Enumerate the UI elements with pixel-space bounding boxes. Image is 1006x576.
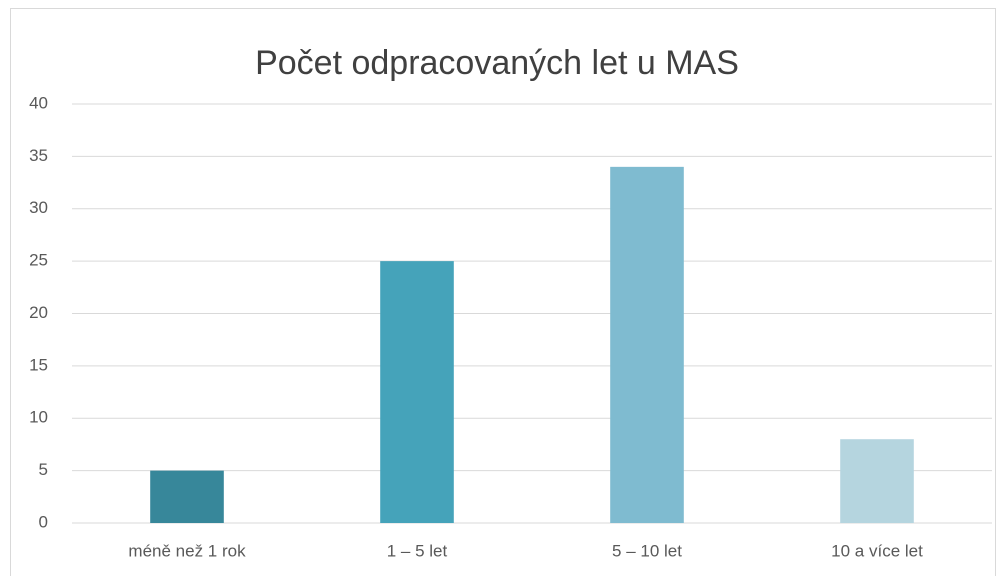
x-tick-label: 5 – 10 let xyxy=(612,541,682,560)
bar xyxy=(610,166,684,523)
y-tick-label: 35 xyxy=(29,146,48,165)
y-tick-label: 10 xyxy=(29,408,48,427)
y-tick-label: 15 xyxy=(29,355,48,374)
y-tick-label: 20 xyxy=(29,303,48,322)
bar xyxy=(380,261,454,523)
y-tick-label: 0 xyxy=(39,512,48,531)
y-tick-label: 5 xyxy=(39,460,48,479)
chart-title: Počet odpracovaných let u MAS xyxy=(255,44,739,82)
y-tick-label: 40 xyxy=(29,93,48,112)
bar xyxy=(150,470,224,523)
y-tick-label: 30 xyxy=(29,198,48,217)
y-tick-label: 25 xyxy=(29,251,48,270)
x-tick-label: 10 a více let xyxy=(831,541,923,560)
x-tick-label: méně než 1 rok xyxy=(128,541,246,560)
bar xyxy=(840,439,914,523)
x-tick-label: 1 – 5 let xyxy=(387,541,448,560)
